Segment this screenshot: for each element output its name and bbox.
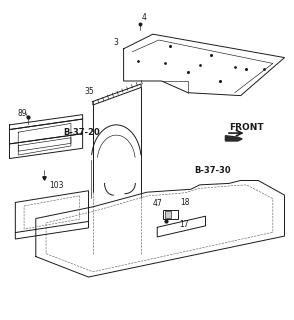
Text: 35: 35 bbox=[84, 87, 94, 96]
Text: 89: 89 bbox=[18, 109, 27, 118]
Text: 47: 47 bbox=[152, 199, 162, 208]
Text: 18: 18 bbox=[181, 198, 190, 207]
Text: 103: 103 bbox=[49, 181, 64, 190]
Bar bbox=[163, 210, 178, 219]
Text: B-37-20: B-37-20 bbox=[64, 128, 100, 137]
Polygon shape bbox=[225, 136, 242, 141]
Bar bbox=[165, 211, 171, 218]
Text: 4: 4 bbox=[142, 12, 147, 21]
Text: FRONT: FRONT bbox=[229, 123, 263, 132]
Text: 17: 17 bbox=[179, 220, 189, 229]
Text: B-37-30: B-37-30 bbox=[194, 166, 230, 175]
Text: 3: 3 bbox=[113, 38, 118, 47]
